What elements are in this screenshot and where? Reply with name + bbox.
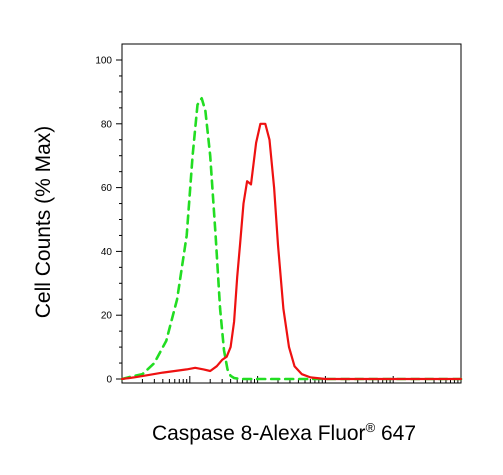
- y-tick-label: 60: [101, 183, 113, 194]
- series-layer: [120, 97, 463, 381]
- plot-border: [121, 43, 462, 384]
- x-axis-title-superscript: ®: [366, 420, 376, 435]
- y-tick-label: 80: [101, 119, 113, 130]
- y-tick-label: 100: [95, 56, 112, 67]
- series-line-2: [120, 122, 463, 381]
- plot-frame: [121, 43, 462, 384]
- y-tick-label: 20: [101, 311, 113, 322]
- y-axis-title: Cell Counts (% Max): [32, 126, 55, 319]
- y-tick-label: 0: [106, 375, 112, 386]
- x-axis-title-suffix: 647: [375, 422, 416, 445]
- x-axis-title: Caspase 8-Alexa Fluor® 647: [152, 420, 416, 445]
- y-axis: 0 20 40 60 80 100: [95, 56, 122, 386]
- series-line-1: [120, 97, 463, 381]
- y-tick-label: 40: [101, 247, 113, 258]
- x-axis-title-main: Caspase 8-Alexa Fluor: [152, 422, 366, 445]
